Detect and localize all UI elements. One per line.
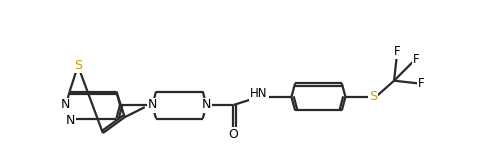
Text: O: O xyxy=(228,128,238,141)
Text: F: F xyxy=(393,45,400,58)
Text: N: N xyxy=(66,114,75,127)
Text: N: N xyxy=(202,98,211,111)
Text: HN: HN xyxy=(250,87,268,100)
Text: S: S xyxy=(369,90,377,103)
Text: N: N xyxy=(148,98,157,111)
Text: N: N xyxy=(61,98,70,111)
Text: S: S xyxy=(74,59,82,72)
Text: F: F xyxy=(413,53,419,66)
Text: F: F xyxy=(418,77,425,90)
